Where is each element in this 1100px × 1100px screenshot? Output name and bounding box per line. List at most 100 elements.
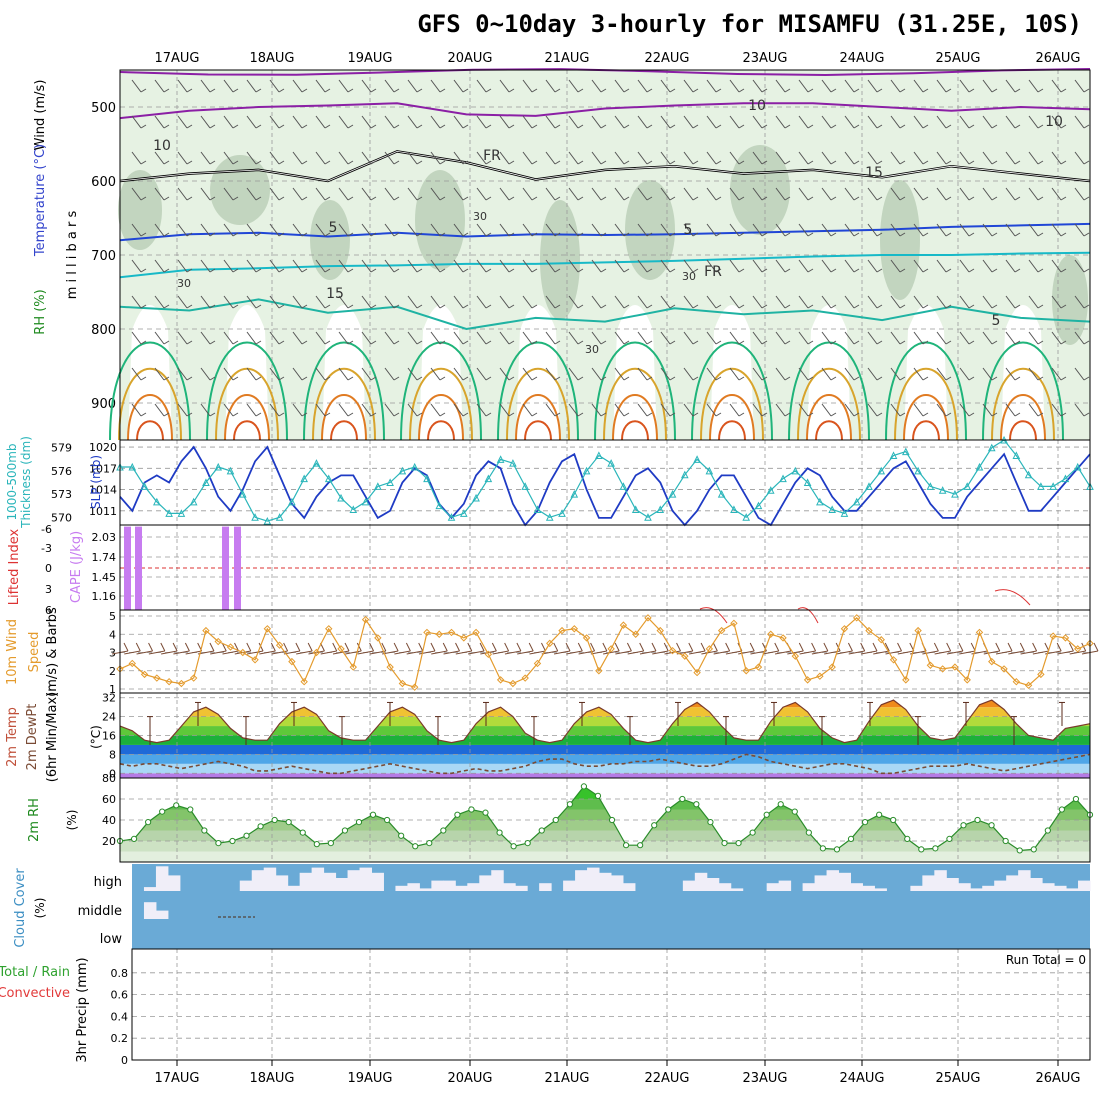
- wind-barb: [660, 79, 671, 93]
- dry-column: [904, 305, 948, 440]
- wind-barb-flag: [646, 340, 653, 345]
- wind-barb-flag: [531, 412, 538, 417]
- wind-barb-flag: [876, 304, 883, 309]
- wind-barb: [959, 259, 970, 273]
- wind-speed-point: [558, 626, 566, 635]
- wind-barb: [729, 259, 740, 273]
- wind-barb-flag: [278, 196, 285, 201]
- surface-wind-barb-flag: [762, 642, 767, 652]
- bottom-date-axis: 17AUG 18AUG 19AUG 20AUG 21AUG 22AUG 23AUG 24AUG…: [154, 1071, 1080, 1086]
- wind-barb: [384, 187, 395, 201]
- wind-barb-flag: [1060, 232, 1067, 237]
- wind-barb: [246, 187, 257, 201]
- wind-barb-flag: [232, 304, 239, 309]
- rh-point: [1016, 847, 1023, 854]
- date-label-bottom: 18AUG: [249, 1071, 294, 1086]
- wind-barb-flag: [140, 196, 147, 201]
- wind-barb-flag: [163, 376, 170, 381]
- wind-barb-flag: [485, 124, 492, 129]
- wind-barb-flag: [508, 412, 515, 417]
- surface-wind-barb: [639, 650, 657, 655]
- wind-barb: [338, 259, 349, 273]
- temperature-contour: [621, 420, 649, 441]
- wind-barb: [361, 367, 372, 381]
- wind-speed-point: [988, 657, 996, 666]
- contour-label: 10: [1045, 114, 1063, 130]
- wind-speed-point: [460, 634, 468, 642]
- wind-barb-flag: [255, 232, 262, 237]
- thickness-point: [717, 489, 726, 498]
- high-cloud-gap: [287, 885, 301, 891]
- wind-barb-flag: [393, 232, 400, 237]
- rh-unit-label: (%): [65, 810, 79, 831]
- precip-total-rain-label: Total / Rain: [0, 965, 70, 980]
- wind-barb-flag: [1037, 88, 1044, 93]
- dry-column: [613, 305, 657, 440]
- thickness-point: [214, 462, 223, 471]
- temperature-contour: [718, 420, 746, 441]
- thickness-point: [275, 513, 284, 521]
- temperature-contour: [524, 420, 552, 441]
- wind-barb: [614, 151, 625, 165]
- thickness-point: [828, 505, 836, 514]
- wind-barb: [591, 259, 602, 273]
- wind-barb: [775, 295, 786, 309]
- surface-wind-barb: [406, 650, 423, 655]
- date-label-top: 20AUG: [447, 51, 492, 66]
- wind-speed-point: [767, 630, 775, 638]
- wind-barb: [453, 223, 464, 237]
- wind-barb: [913, 223, 924, 237]
- thickness-point: [644, 513, 652, 521]
- surface-wind-barb: [713, 650, 730, 655]
- wind-barb-flag: [324, 412, 331, 417]
- rh-point: [608, 816, 616, 824]
- wind-barb: [775, 79, 786, 93]
- wind-barb: [913, 259, 924, 273]
- wind-barb: [821, 187, 832, 201]
- wind-barb: [982, 331, 993, 345]
- rh-point: [496, 829, 503, 836]
- wind-barb-flag: [301, 268, 308, 273]
- thickness-tick-label: 573: [51, 488, 72, 501]
- wind-barb: [407, 115, 418, 129]
- surface-wind-barb-flag: [381, 642, 387, 652]
- wind-barb-flag: [692, 412, 699, 417]
- wind-barb: [315, 223, 326, 237]
- wind-barb: [269, 115, 280, 129]
- wind-barb-flag: [209, 376, 216, 381]
- wind-barb-flag: [738, 340, 745, 345]
- wind-speed-point: [140, 670, 149, 679]
- surface-wind-barb-flag: [369, 642, 375, 652]
- wind-barb-flag: [462, 88, 469, 93]
- wind-barb-flag: [370, 304, 377, 309]
- wind-barb-flag: [209, 304, 216, 309]
- wind-barb: [890, 331, 901, 345]
- rh-point: [707, 819, 714, 826]
- wind-barb: [200, 223, 211, 237]
- wind-barb: [292, 151, 303, 165]
- cloud-cover-panel: high middle low Cloud Cover (%): [13, 864, 1091, 949]
- wind-barb-flag: [278, 376, 285, 381]
- surface-wind-barb-flag: [811, 642, 817, 652]
- wind-barb-flag: [393, 196, 400, 201]
- wind-barb: [729, 223, 740, 237]
- high-cloud-gap: [958, 883, 971, 891]
- wind-barb: [706, 295, 717, 309]
- wind-barb-flag: [324, 124, 331, 129]
- wind-barb: [1028, 151, 1039, 165]
- high-cloud-gap: [814, 875, 828, 891]
- thickness-point: [656, 505, 665, 514]
- wind-barb-flag: [1060, 160, 1067, 165]
- wind-barb-flag: [876, 124, 883, 129]
- contour-label: 10: [153, 138, 171, 154]
- wind-barb-flag: [531, 268, 538, 273]
- wind-barb-flag: [830, 160, 837, 165]
- temperature-contour: [912, 420, 940, 441]
- wind-barb: [890, 403, 901, 417]
- wind-barb: [338, 367, 349, 381]
- thickness-point: [914, 466, 922, 475]
- rh-point: [594, 792, 602, 799]
- surface-wind-barb-flag: [442, 642, 448, 652]
- wind-barb-flag: [784, 124, 791, 129]
- wind-barb-flag: [784, 232, 791, 237]
